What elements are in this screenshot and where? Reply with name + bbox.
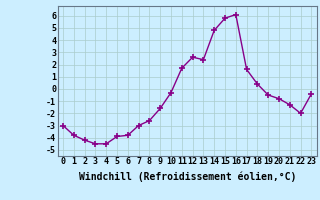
X-axis label: Windchill (Refroidissement éolien,°C): Windchill (Refroidissement éolien,°C) bbox=[78, 172, 296, 182]
